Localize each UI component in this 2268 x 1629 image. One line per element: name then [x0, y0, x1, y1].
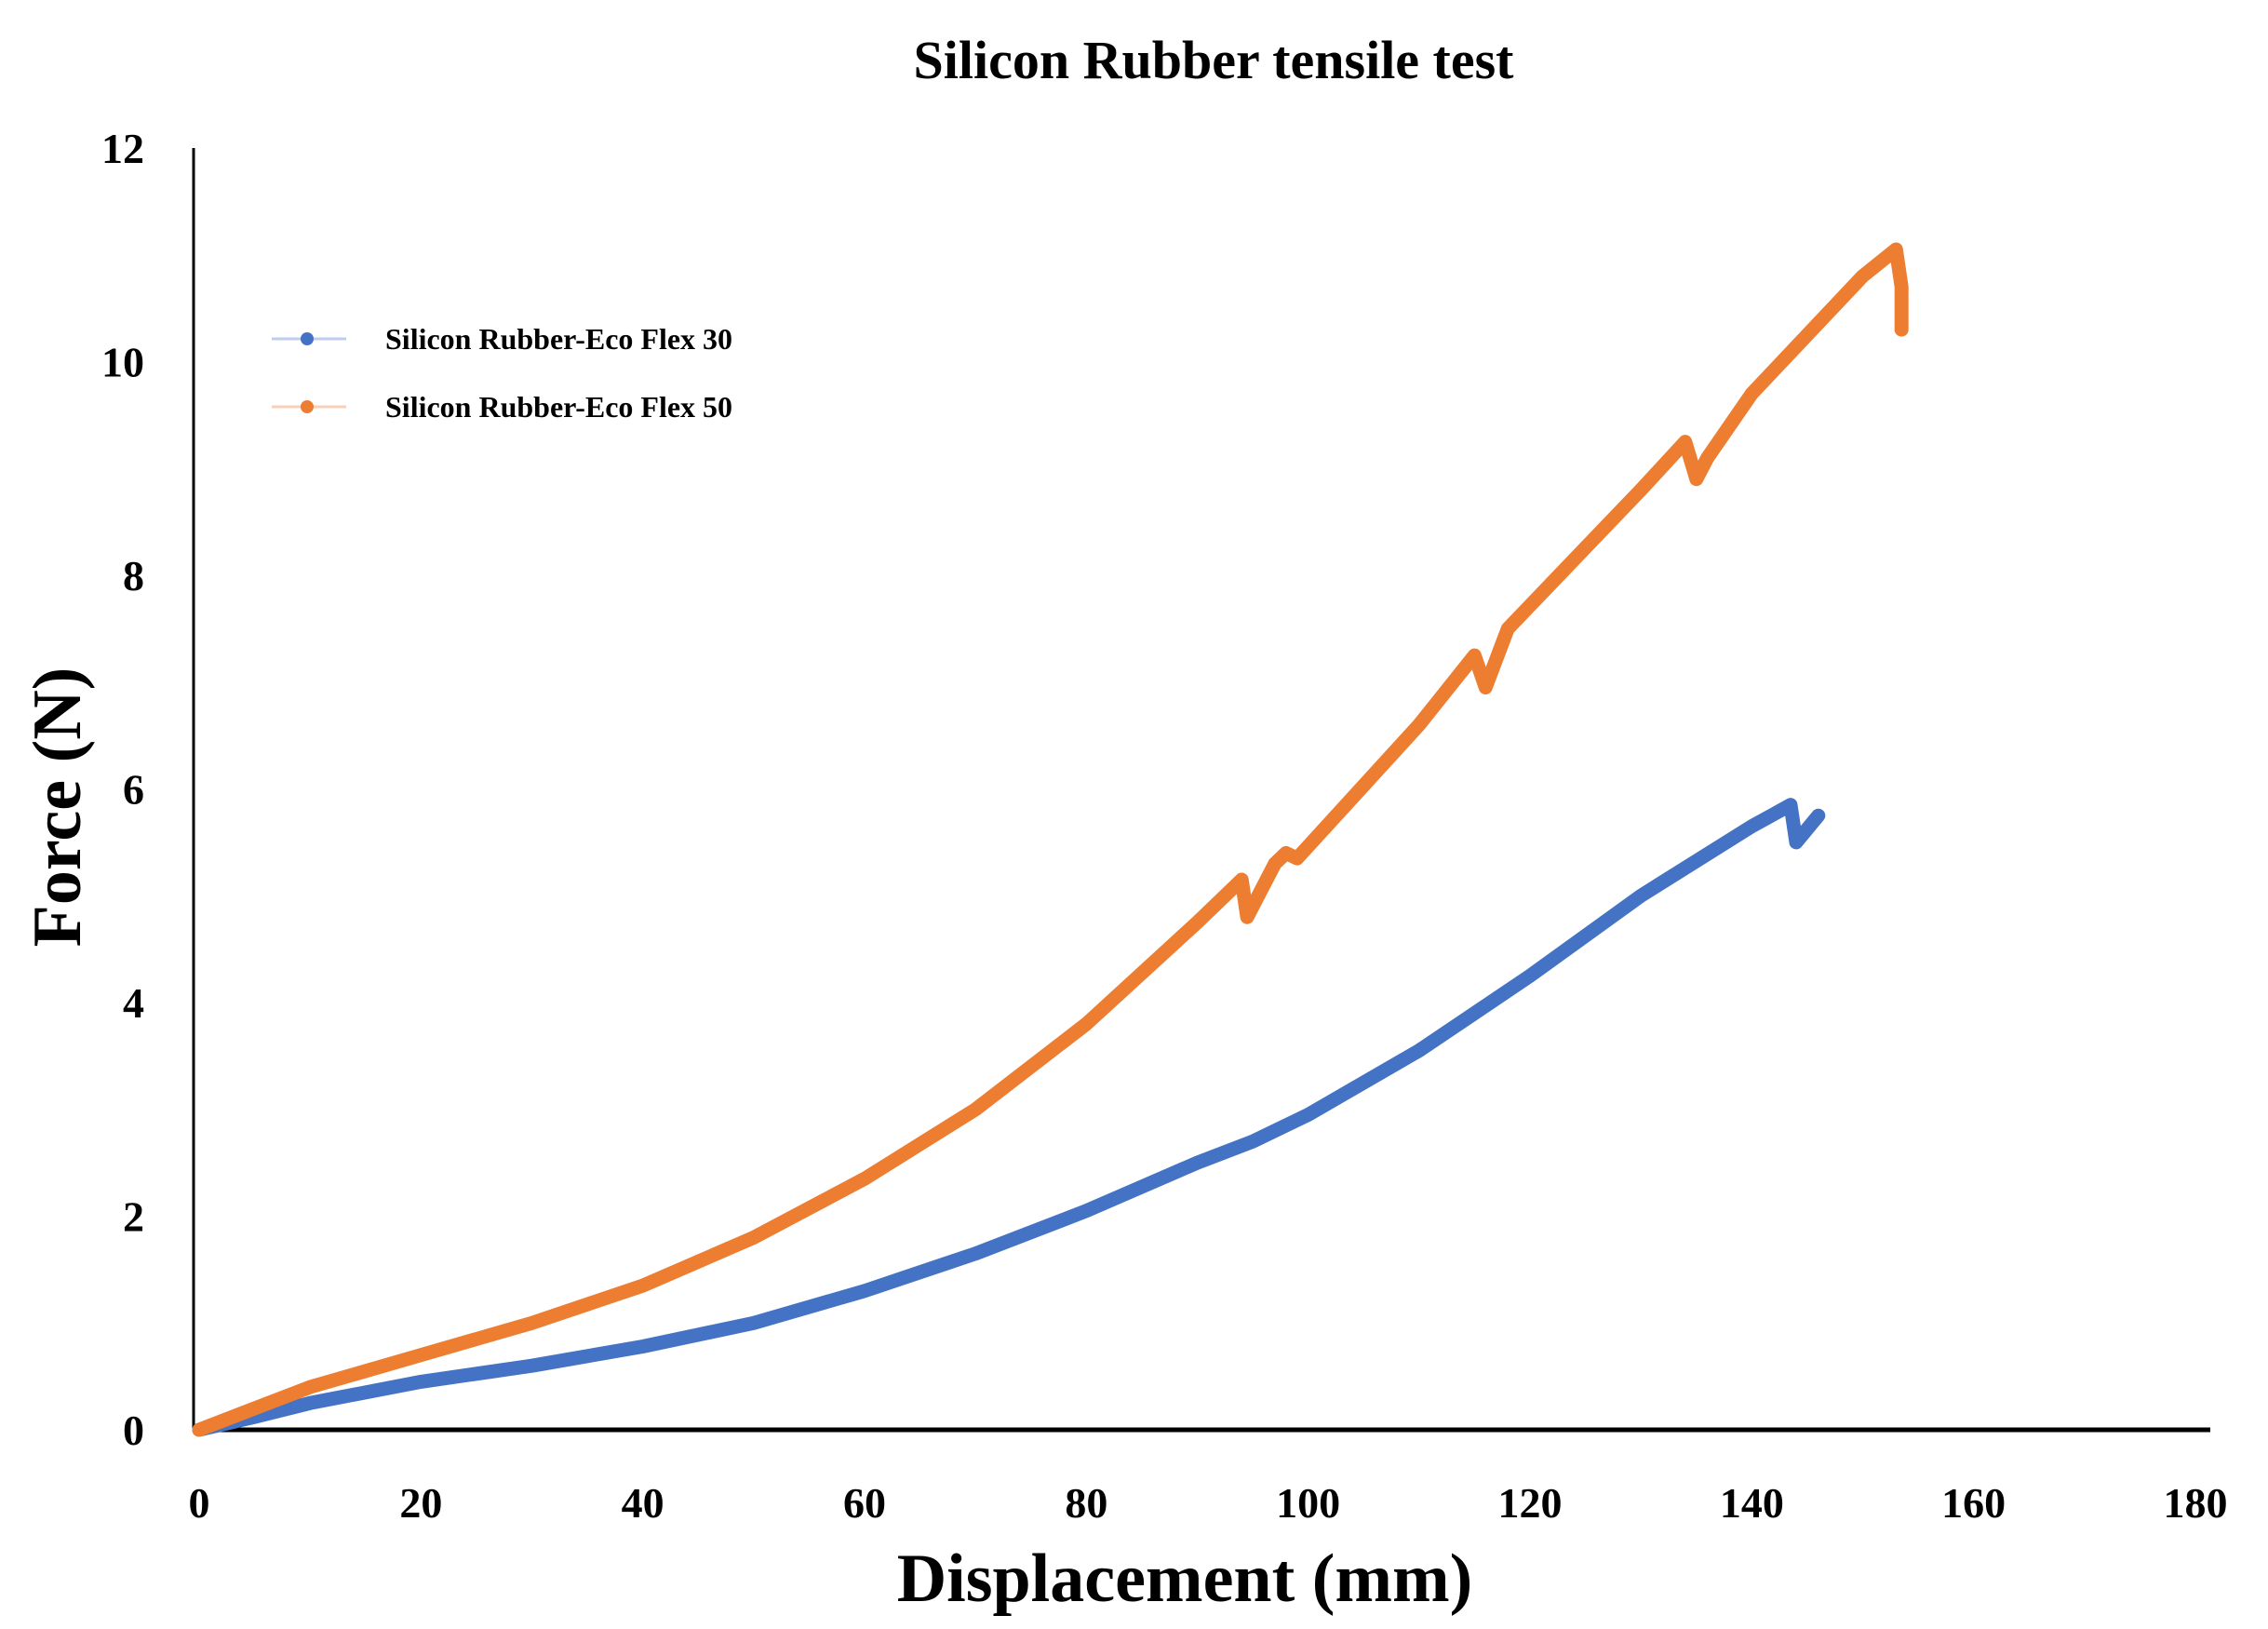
- y-tick-label: 0: [123, 1407, 144, 1454]
- chart-title: Silicon Rubber tensile test: [914, 30, 1515, 90]
- y-tick-label: 12: [101, 125, 144, 172]
- x-tick-label: 60: [843, 1479, 886, 1527]
- legend-marker: [301, 332, 314, 345]
- legend-label: Silicon Rubber-Eco Flex 50: [385, 390, 732, 424]
- y-tick-label: 8: [123, 552, 144, 599]
- series-line-2: [192, 242, 1909, 1437]
- x-tick-label: 20: [399, 1479, 442, 1527]
- x-tick-label: 40: [622, 1479, 664, 1527]
- legend-label: Silicon Rubber-Eco Flex 30: [385, 322, 732, 356]
- y-tick-label: 6: [123, 766, 144, 814]
- x-tick-label: 80: [1065, 1479, 1107, 1527]
- y-tick-label: 2: [123, 1193, 144, 1241]
- x-tick-label: 180: [2164, 1479, 2228, 1527]
- legend-marker: [301, 400, 314, 413]
- y-axis-label: Force (N): [20, 667, 96, 948]
- legend: Silicon Rubber-Eco Flex 30 Silicon Rubber…: [272, 322, 732, 424]
- x-tick-label: 160: [1941, 1479, 2006, 1527]
- y-tick-label: 10: [101, 339, 144, 386]
- x-tick-label: 0: [189, 1479, 210, 1527]
- x-tick-label: 100: [1276, 1479, 1340, 1527]
- series-line-1: [192, 798, 1826, 1437]
- y-tick-label: 4: [123, 979, 144, 1027]
- x-tick-label: 140: [1720, 1479, 1784, 1527]
- x-tick-label: 120: [1498, 1479, 1563, 1527]
- x-axis-label: Displacement (mm): [897, 1541, 1473, 1617]
